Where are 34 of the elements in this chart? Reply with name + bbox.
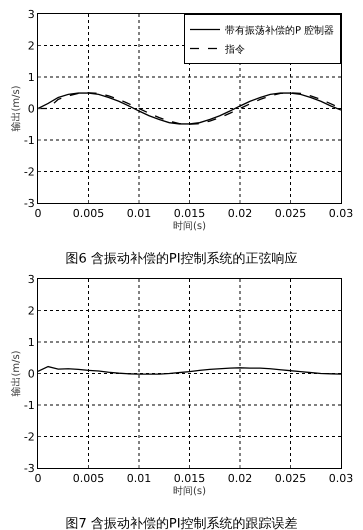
y-axis-title: 输出(m/s) — [10, 85, 22, 132]
y-tick-label: 3 — [28, 8, 35, 21]
legend-label: 带有振荡补偿的P 腔制器 — [225, 24, 334, 36]
text: 图7 含振动补偿的PI控制系统的跟踪误差 — [65, 516, 298, 530]
y-tick-label: 0 — [28, 102, 35, 116]
y-tick-label: -3 — [24, 196, 35, 210]
y-tick-label: 2 — [28, 304, 35, 318]
y-axis-title: 输出(m/s) — [10, 350, 22, 397]
y-tick-label: -2 — [24, 430, 35, 444]
x-axis-title: 时间(s) — [172, 485, 206, 498]
x-tick-label: 0.025 — [274, 472, 306, 486]
legend-label: 指令 — [224, 43, 245, 56]
x-axis-title: 时间(s) — [172, 220, 206, 232]
y-tick-label: 1 — [28, 336, 35, 349]
y-tick-label: 2 — [28, 39, 35, 52]
text: 图6 含振动补偿的PI控制系统的正弦响应 — [65, 250, 298, 266]
x-tick-label: 0.01 — [126, 207, 152, 220]
x-tick-label: 0.005 — [72, 207, 104, 220]
x-tick-label: 0.03 — [328, 472, 354, 486]
x-tick-label: 0.02 — [228, 207, 252, 220]
y-tick-label: 0 — [28, 367, 35, 380]
x-tick-label: 0.02 — [228, 472, 252, 486]
y-tick-label: -2 — [24, 165, 35, 178]
x-tick-label: 0.025 — [274, 207, 306, 220]
y-tick-label: -1 — [24, 134, 35, 147]
y-tick-label: 1 — [28, 70, 35, 84]
x-tick-label: 0.015 — [174, 207, 206, 220]
x-tick-label: 0.005 — [72, 472, 104, 486]
x-tick-label: 0.01 — [126, 472, 152, 486]
x-tick-label: 0.015 — [174, 472, 206, 486]
x-tick-label: 0.03 — [328, 207, 354, 220]
y-tick-label: -3 — [24, 462, 35, 475]
y-tick-label: 3 — [28, 272, 35, 286]
y-tick-label: -1 — [24, 398, 35, 412]
